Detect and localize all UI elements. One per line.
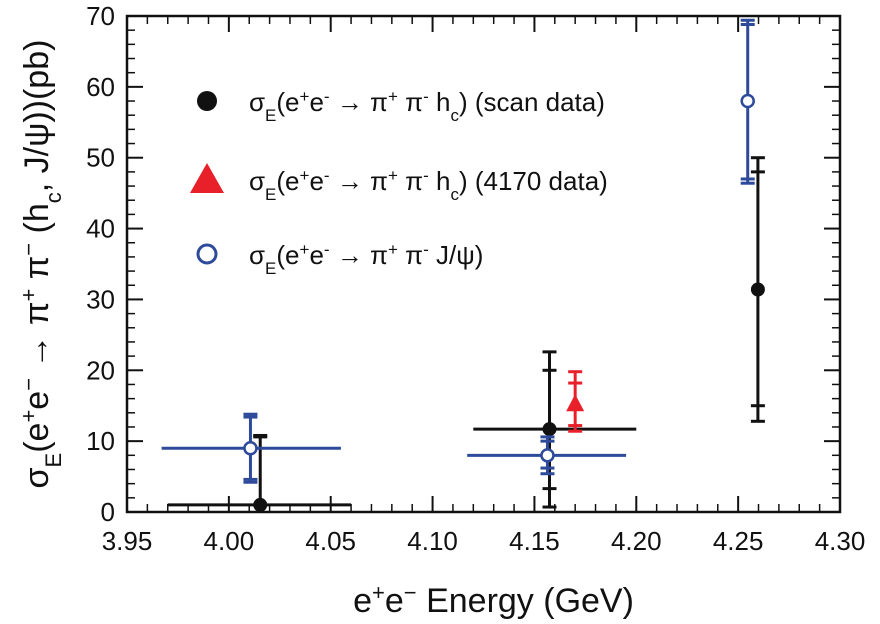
legend-label-part: - [324,87,330,106]
data-point [542,422,557,437]
legend-label: σE(e+e- → π+ π- hc) (4170 data) [249,166,608,204]
x-axis-title-part: − [404,580,417,605]
y-axis-title-part: (h [18,203,56,243]
y-axis-title-part: − [16,378,41,391]
y-axis-title-part: − [16,243,41,256]
y-tick-label: 30 [86,284,115,314]
legend-label-part: σ [249,87,265,117]
legend-label-part: e [309,166,323,196]
legend-label: σE(e+e- → π+ π- J/ψ) [249,240,483,278]
legend-marker [190,163,224,193]
legend-label-part: E [265,185,276,204]
series-2 [161,18,755,484]
x-tick-label: 4.00 [204,526,255,556]
y-axis-title-part: + [16,289,41,302]
x-tick-label: 4.25 [713,526,764,556]
x-tick-label: 4.20 [611,526,662,556]
y-tick-label: 20 [86,355,115,385]
legend-label-part: + [388,87,398,106]
legend-label-part: + [300,87,310,106]
x-tick-label: 4.10 [407,526,458,556]
legend-label-part: - [423,240,429,259]
axes: 3.95 4.00 4.05 4.10 4.15 4.20 4.25 4.30 0 10 20 30 4… [16,1,866,620]
legend-label-part: (e [276,166,299,196]
legend-label-part: c [450,185,459,204]
y-axis-title-part: c [41,192,66,203]
legend-label: σE(e+e- → π+ π- hc) (scan data) [249,87,605,125]
y-tick-label: 60 [86,72,115,102]
x-axis-title-part: + [372,580,385,605]
y-axis-title-part: e [18,391,56,410]
y-tick-label: 0 [101,497,115,527]
data-point [750,282,765,297]
y-axis-title-part: , J/ψ))(pb) [18,40,56,193]
legend-label-part: (e [276,87,299,117]
legend-label-part: E [265,106,276,125]
plot-area [161,18,765,512]
data-point [540,448,555,463]
legend-label-part: h [429,87,451,117]
legend-label-part: J/ψ) [429,240,484,270]
x-tick-label: 4.05 [305,526,356,556]
legend-label-part: ) (scan data) [459,87,605,117]
x-tick-label: 4.15 [509,526,560,556]
y-axis-title-part: π [18,256,56,289]
legend-label-part: - [423,87,429,106]
legend-label-part: + [300,240,310,259]
legend-marker [197,91,217,111]
legend: σE(e+e- → π+ π- hc) (scan data)σE(e+e- →… [190,87,608,278]
x-tick-label: 3.95 [102,526,153,556]
legend-label-part: π [398,166,423,196]
legend-label-part: (e [276,240,299,270]
series-1 [566,370,585,433]
data-point [740,93,755,109]
legend-label-part: - [324,240,330,259]
legend-label-part: → π [330,166,388,196]
x-axis-title-part: e [353,582,372,620]
y-axis-title-part: (e [18,423,56,453]
data-point [243,440,258,456]
legend-label-part: E [265,259,276,278]
legend-label-part: π [398,87,423,117]
y-tick-label: 10 [86,426,115,456]
y-axis-title-part: E [41,453,66,468]
legend-label-part: - [423,166,429,185]
legend-label-part: + [300,166,310,185]
x-axis-title: e+e− Energy (GeV) [353,580,634,621]
legend-marker [196,243,218,265]
x-tick-label: 4.30 [815,526,866,556]
y-axis-title-part: → π [18,302,56,378]
legend-label-part: + [388,166,398,185]
legend-label-part: - [324,166,330,185]
y-axis-title: σE(e+e− → π+ π− (hc, J/ψ))(pb) [16,40,66,489]
data-point [253,497,268,512]
y-axis-title-part: + [16,410,41,423]
x-axis-title-part: e [385,582,404,620]
legend-label-part: → π [330,240,388,270]
legend-label-part: + [388,240,398,259]
series-0 [167,156,765,512]
plot-frame [125,14,842,514]
y-tick-label: 40 [86,214,115,244]
legend-label-part: → π [330,87,388,117]
legend-label-part: c [450,106,459,125]
legend-label-part: ) (4170 data) [459,166,608,196]
legend-label-part: π [398,240,423,270]
legend-label-part: e [309,240,323,270]
legend-label-part: σ [249,240,265,270]
data-point [566,394,585,412]
y-tick-label: 50 [86,143,115,173]
x-axis-title-part: Energy (GeV) [417,582,634,620]
y-tick-label: 70 [86,1,115,31]
legend-label-part: h [429,166,451,196]
y-axis-title-part: σ [18,467,56,488]
legend-label-part: e [309,87,323,117]
legend-label-part: σ [249,166,265,196]
